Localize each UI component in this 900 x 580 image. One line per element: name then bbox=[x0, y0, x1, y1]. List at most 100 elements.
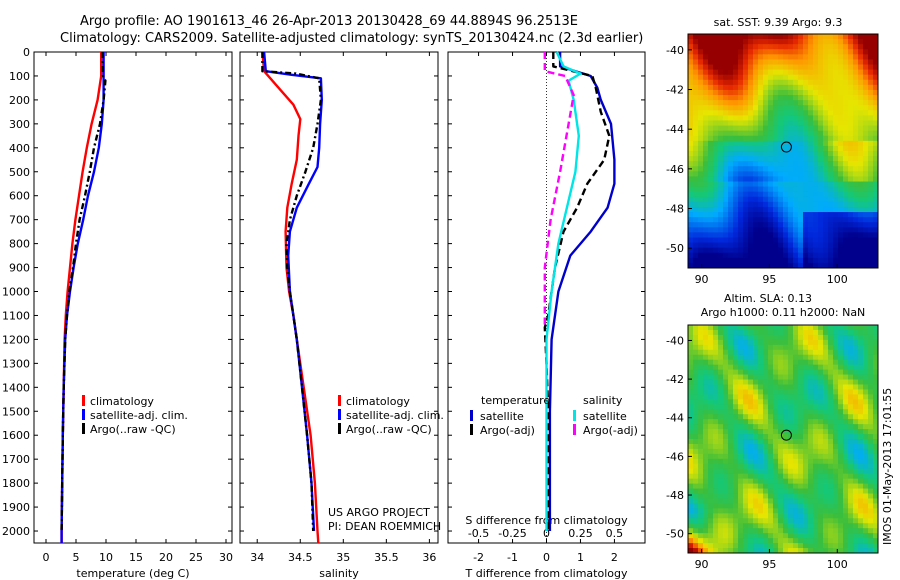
map-cell bbox=[773, 59, 779, 66]
map-cell bbox=[788, 404, 794, 410]
map-cell bbox=[833, 262, 839, 269]
map-cell bbox=[688, 483, 694, 490]
map-y-tick-label: -40 bbox=[666, 44, 684, 57]
map-cell bbox=[778, 49, 784, 55]
map-cell bbox=[793, 448, 799, 455]
map-cell bbox=[843, 110, 849, 116]
map-cell bbox=[738, 374, 744, 381]
map-cell bbox=[848, 135, 854, 142]
map-cell bbox=[738, 334, 744, 341]
map-cell bbox=[743, 59, 749, 66]
map-cell bbox=[823, 237, 829, 244]
map-cell bbox=[848, 176, 854, 183]
map-cell bbox=[728, 110, 734, 116]
map-cell bbox=[688, 59, 694, 66]
map-cell bbox=[748, 79, 754, 86]
map-cell bbox=[848, 379, 854, 385]
map-cell bbox=[688, 176, 694, 183]
map-cell bbox=[713, 334, 719, 341]
map-cell bbox=[818, 176, 824, 183]
map-cell bbox=[823, 74, 829, 81]
map-cell bbox=[823, 508, 829, 514]
x-tick-label: -2 bbox=[473, 551, 484, 564]
map-cell bbox=[773, 448, 779, 455]
map-cell bbox=[783, 39, 789, 45]
map-cell bbox=[808, 110, 814, 116]
map-cell bbox=[748, 171, 754, 177]
map-cell bbox=[833, 64, 839, 71]
map-cell bbox=[853, 227, 859, 233]
map-cell bbox=[838, 140, 844, 147]
map-cell bbox=[868, 74, 874, 81]
map-cell bbox=[833, 151, 839, 157]
map-cell bbox=[788, 399, 794, 405]
map-cell bbox=[838, 186, 844, 193]
map-cell bbox=[688, 503, 694, 509]
map-cell bbox=[703, 89, 709, 96]
map-cell bbox=[798, 374, 804, 381]
map-cell bbox=[788, 419, 794, 425]
map-cell bbox=[718, 206, 724, 213]
map-cell bbox=[743, 329, 749, 336]
map-cell bbox=[708, 54, 714, 60]
map-cell bbox=[828, 523, 834, 529]
map-cell bbox=[808, 166, 814, 172]
map-cell bbox=[768, 424, 774, 430]
map-cell bbox=[703, 79, 709, 86]
map-cell bbox=[708, 389, 714, 395]
map-cell bbox=[773, 191, 779, 198]
map-cell bbox=[778, 201, 784, 208]
map-cell bbox=[783, 161, 789, 167]
map-cell bbox=[813, 95, 819, 101]
map-cell bbox=[818, 206, 824, 213]
map-cell bbox=[728, 84, 734, 91]
map-cell bbox=[703, 34, 709, 40]
map-cell bbox=[863, 379, 869, 385]
map-cell bbox=[778, 34, 784, 40]
map-cell bbox=[738, 548, 744, 554]
map-cell bbox=[808, 409, 814, 415]
map-cell bbox=[753, 69, 759, 76]
map-cell bbox=[803, 191, 809, 198]
map-title: sat. SST: 9.39 Argo: 9.3 bbox=[714, 16, 843, 29]
map-cell bbox=[708, 196, 714, 203]
map-cell bbox=[838, 473, 844, 480]
map-cell bbox=[858, 59, 864, 66]
map-cell bbox=[688, 252, 694, 259]
map-cell bbox=[823, 151, 829, 157]
map-cell bbox=[843, 130, 849, 137]
map-cell bbox=[873, 493, 879, 499]
map-cell bbox=[843, 196, 849, 203]
map-cell bbox=[688, 404, 694, 410]
map-cell bbox=[788, 171, 794, 177]
map-cell bbox=[793, 468, 799, 475]
map-cell bbox=[858, 145, 864, 152]
map-cell bbox=[843, 513, 849, 519]
map-cell bbox=[713, 69, 719, 76]
map-cell bbox=[778, 548, 784, 554]
map-cell bbox=[823, 384, 829, 390]
map-cell bbox=[818, 394, 824, 400]
map-cell bbox=[833, 130, 839, 137]
map-cell bbox=[873, 206, 879, 213]
map-cell bbox=[793, 458, 799, 465]
map-cell bbox=[738, 329, 744, 336]
map-cell bbox=[838, 206, 844, 213]
map-cell bbox=[718, 488, 724, 495]
map-cell bbox=[783, 212, 789, 218]
map-cell bbox=[838, 463, 844, 470]
map-cell bbox=[718, 64, 724, 71]
map-cell bbox=[698, 64, 704, 71]
map-cell bbox=[818, 120, 824, 127]
map-cell bbox=[703, 217, 709, 223]
map-cell bbox=[803, 227, 809, 233]
map-cell bbox=[768, 151, 774, 157]
map-cell bbox=[873, 115, 879, 121]
map-cell bbox=[843, 349, 849, 356]
map-cell bbox=[848, 120, 854, 127]
map-cell bbox=[703, 344, 709, 351]
map-cell bbox=[783, 448, 789, 455]
map-cell bbox=[698, 443, 704, 450]
map-cell bbox=[813, 478, 819, 485]
map-cell bbox=[833, 468, 839, 475]
